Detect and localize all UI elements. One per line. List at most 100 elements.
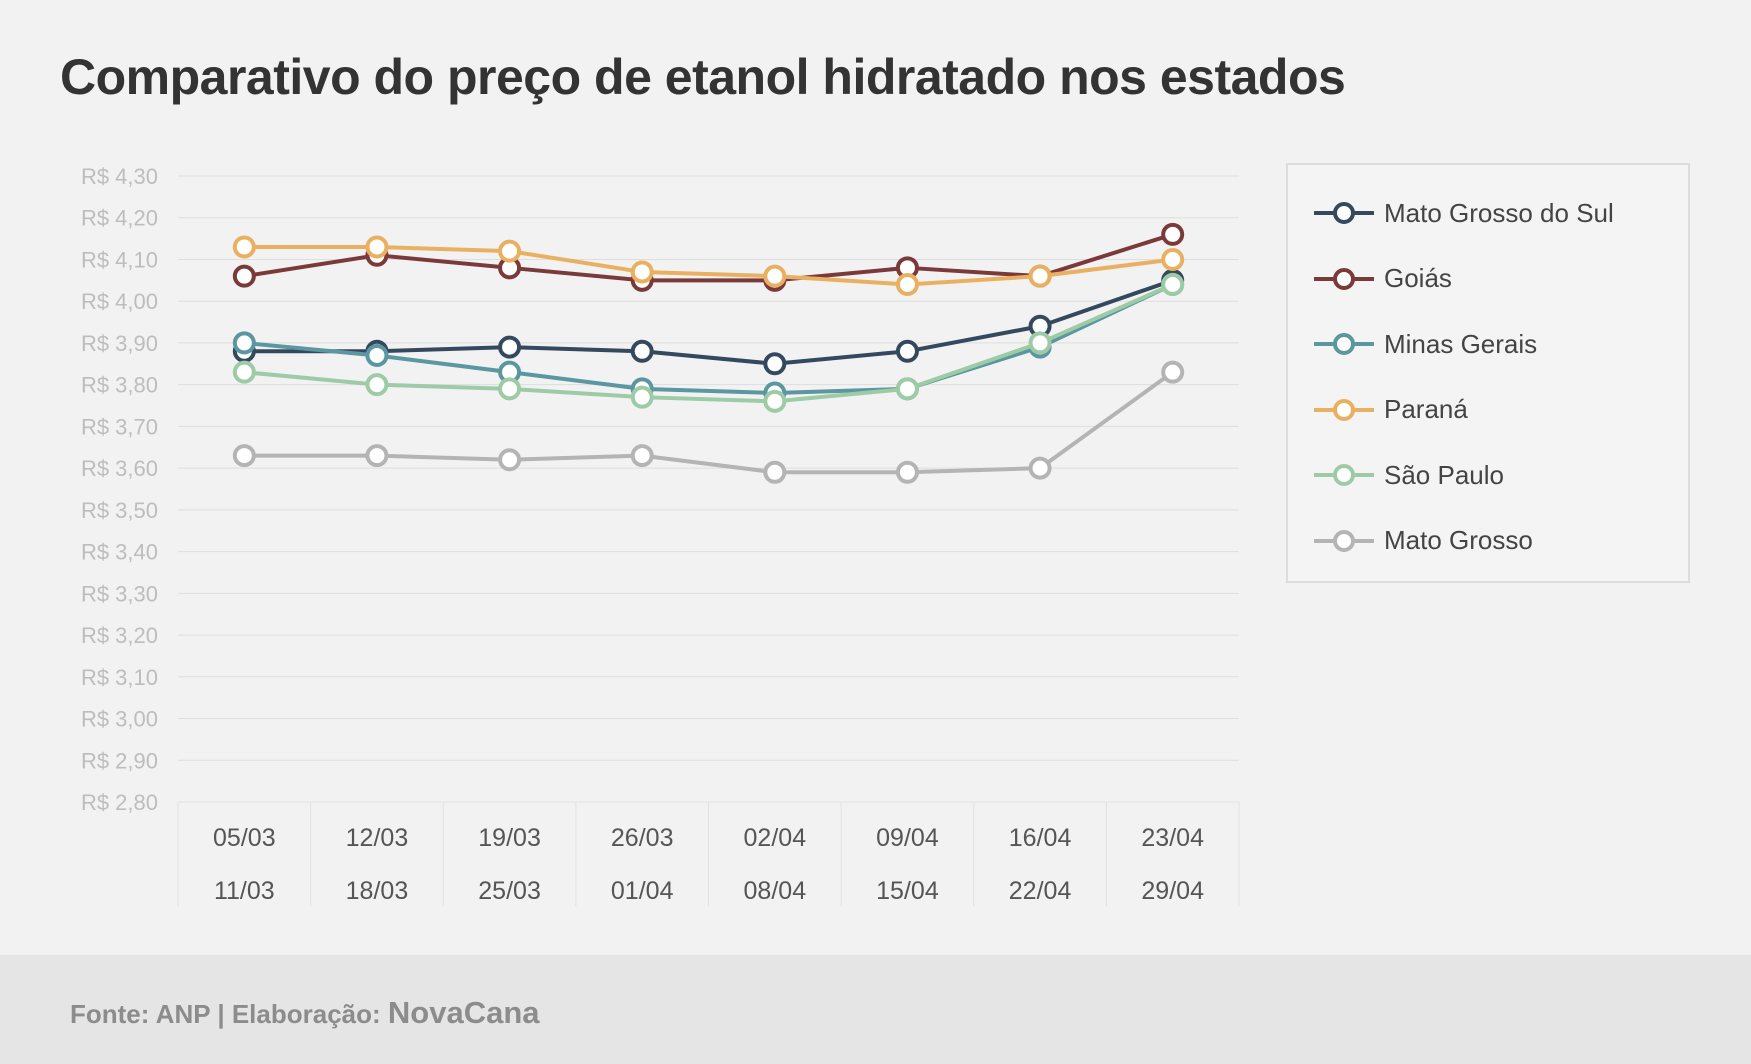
y-tick-label: R$ 3,00: [81, 707, 158, 732]
legend-label: Mato Grosso do Sul: [1384, 197, 1614, 228]
legend-item: São Paulo: [1312, 455, 1504, 495]
x-tick-label-start: 19/03: [478, 824, 541, 852]
data-point: [763, 460, 787, 484]
y-tick-label: R$ 2,90: [81, 748, 158, 773]
line-chart: R$ 4,30 R$ 4,20 R$ 4,10 R$ 4,00 R$ 3,90 R$ 3,…: [81, 164, 1240, 906]
chart-legend: Mato Grosso do Sul Goiás Minas Gerais Paran…: [1286, 163, 1690, 583]
legend-swatch-marker: [1333, 398, 1355, 421]
data-point: [365, 343, 389, 367]
x-axis-ticks: 05/03 11/03 12/03 18/03 19/03 25/03 26/03 01/04…: [177, 801, 1240, 906]
legend-swatch: [1314, 202, 1374, 224]
x-tick-label-end: 22/04: [1009, 877, 1072, 905]
x-tick-label-end: 29/04: [1141, 877, 1204, 905]
x-tick-label-end: 15/04: [876, 877, 939, 905]
data-point: [1028, 264, 1052, 288]
legend-swatch: [1314, 464, 1374, 486]
y-tick-label: R$ 4,00: [81, 289, 158, 314]
footer-brand: NovaCana: [387, 995, 540, 1030]
data-point: [1028, 331, 1052, 355]
x-tick-label-start: 05/03: [213, 824, 276, 852]
x-tick-label-end: 01/04: [611, 877, 674, 905]
legend-swatch-marker: [1333, 267, 1355, 290]
series-line: [244, 282, 1174, 396]
data-point: [498, 239, 522, 263]
legend-label: Mato Grosso: [1384, 525, 1533, 555]
data-point: [630, 339, 654, 363]
data-point: [630, 385, 654, 409]
data-point: [895, 377, 919, 401]
y-tick-label: R$ 3,60: [81, 456, 158, 481]
x-tick-label-start: 16/04: [1009, 824, 1072, 852]
data-point: [763, 264, 787, 288]
x-tick-label-end: 11/03: [214, 877, 275, 905]
series-line: [244, 282, 1174, 404]
data-point: [630, 444, 654, 468]
y-tick-label: R$ 3,10: [81, 665, 158, 690]
legend-item: Goiás: [1312, 259, 1452, 299]
data-point: [232, 360, 256, 384]
x-tick-label-end: 18/03: [346, 877, 409, 905]
y-tick-label: R$ 3,50: [81, 498, 158, 523]
data-point: [498, 377, 522, 401]
data-point: [365, 235, 389, 259]
legend-swatch-marker: [1333, 529, 1355, 552]
legend-swatch: [1314, 267, 1374, 290]
legend-item: Minas Gerais: [1312, 324, 1537, 364]
data-point: [498, 448, 522, 472]
x-tick-label-start: 02/04: [744, 824, 807, 852]
legend-item: Mato Grosso: [1312, 521, 1533, 561]
data-point: [1161, 360, 1185, 384]
x-tick-label-end: 25/03: [478, 877, 541, 905]
legend-swatch: [1314, 529, 1374, 552]
data-point: [365, 373, 389, 397]
series-line: [244, 244, 1173, 287]
data-point: [232, 444, 256, 468]
legend-item: Paraná: [1312, 390, 1468, 430]
series-s-o-paulo: [232, 273, 1185, 413]
legend-swatch-marker: [1333, 202, 1355, 224]
legend-swatch: [1314, 333, 1374, 355]
y-tick-label: R$ 3,30: [81, 581, 158, 606]
x-tick-label-start: 26/03: [611, 824, 674, 852]
y-tick-label: R$ 3,80: [81, 373, 158, 398]
data-point: [365, 444, 389, 468]
data-point: [1161, 247, 1185, 271]
data-point: [763, 389, 787, 413]
legend-label: São Paulo: [1384, 459, 1504, 490]
data-point: [895, 339, 919, 363]
series-mato-grosso: [232, 360, 1185, 484]
series-lines: [232, 222, 1185, 484]
x-tick-label-start: 12/03: [346, 824, 409, 852]
data-point: [1028, 456, 1052, 480]
y-tick-label: R$ 3,40: [81, 540, 158, 565]
y-tick-label: R$ 4,10: [81, 247, 158, 272]
chart-title: Comparativo do preço de etanol hidratado…: [60, 49, 1346, 105]
series-paran-: [232, 235, 1185, 297]
data-point: [895, 460, 919, 484]
legend-swatch-marker: [1333, 333, 1355, 355]
data-point: [630, 260, 654, 284]
data-point: [1161, 222, 1185, 246]
series-line: [244, 370, 1174, 475]
x-tick-label-end: 08/04: [744, 877, 807, 905]
data-point: [1161, 273, 1185, 297]
y-tick-label: R$ 3,20: [81, 623, 158, 648]
legend-label: Paraná: [1384, 394, 1468, 424]
x-tick-label-start: 23/04: [1141, 824, 1204, 852]
legend-swatch: [1314, 398, 1374, 421]
series-line: [244, 232, 1174, 283]
y-tick-label: R$ 3,90: [81, 331, 158, 356]
y-tick-label: R$ 2,80: [81, 790, 158, 815]
data-point: [895, 273, 919, 297]
y-axis-ticks: R$ 4,30 R$ 4,20 R$ 4,10 R$ 4,00 R$ 3,90 R$ 3,…: [81, 164, 158, 815]
legend-label: Minas Gerais: [1384, 328, 1538, 359]
data-point: [232, 331, 256, 355]
footer: Fonte: ANP | Elaboração: NovaCana: [0, 955, 1751, 1064]
legend-swatch-marker: [1333, 464, 1355, 486]
x-tick-label-start: 09/04: [876, 824, 939, 852]
data-point: [232, 235, 256, 259]
data-point: [763, 352, 787, 376]
data-point: [232, 264, 256, 288]
footer-source: Fonte: ANP | Elaboração: NovaCana: [70, 995, 540, 1031]
legend-label: Goiás: [1384, 263, 1452, 293]
